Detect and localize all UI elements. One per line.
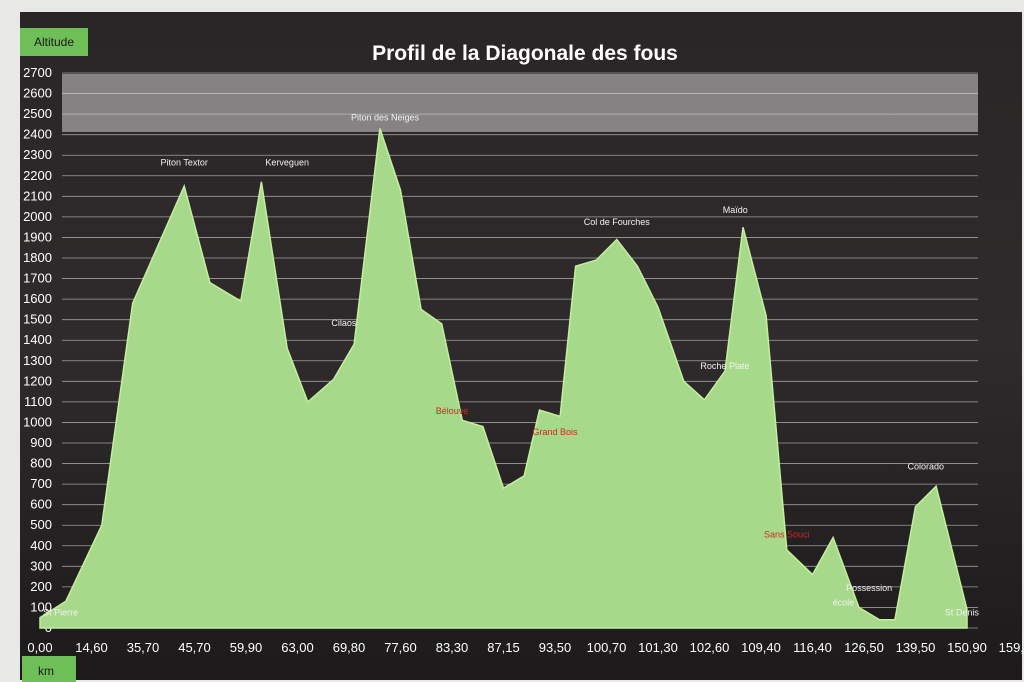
- upper-band: [62, 74, 978, 132]
- annotation-label: Possession: [846, 583, 892, 593]
- x-tick-label: 150,90: [947, 640, 987, 655]
- annotation-label: Grand Bois: [532, 427, 578, 437]
- x-tick-label: 109,40: [741, 640, 781, 655]
- annotation-label: Col de Fourches: [584, 217, 651, 227]
- x-tick-label: 59,90: [230, 640, 263, 655]
- y-tick-label: 2200: [23, 168, 52, 183]
- y-tick-label: 1900: [23, 229, 52, 244]
- y-tick-label: 2500: [23, 106, 52, 121]
- y-tick-label: 2400: [23, 127, 52, 142]
- y-tick-label: 1800: [23, 250, 52, 265]
- annotation-label: école: [833, 597, 855, 607]
- y-tick-label: 200: [30, 579, 52, 594]
- x-axis-ticks: 0,00 14,60 35,70 45,70 59,90 63,00 69,80 77,60 8…: [27, 640, 1024, 655]
- x-tick-label: 0,00: [27, 640, 52, 655]
- annotation-label: Piton des Neiges: [351, 112, 420, 122]
- x-tick-label: 159,60: [999, 640, 1024, 655]
- y-tick-label: 1000: [23, 414, 52, 429]
- x-axis-label: km: [38, 664, 54, 678]
- x-tick-label: 69,80: [333, 640, 366, 655]
- annotation-label: Roche Plate: [700, 361, 749, 371]
- y-tick-label: 2700: [23, 65, 52, 80]
- y-tick-label: 300: [30, 558, 52, 573]
- annotation-label: St Denis: [945, 608, 980, 618]
- y-tick-label: 700: [30, 476, 52, 491]
- y-tick-label: 1200: [23, 373, 52, 388]
- y-axis-label: Altitude: [34, 35, 74, 49]
- annotation-label: Maïdo: [723, 205, 748, 215]
- y-tick-label: 1600: [23, 291, 52, 306]
- y-tick-label: 900: [30, 435, 52, 450]
- x-tick-label: 116,40: [793, 640, 832, 655]
- y-tick-label: 2300: [23, 147, 52, 162]
- annotation-label: Kerveguen: [265, 158, 309, 168]
- elevation-area: [39, 128, 968, 629]
- chart-title: Profil de la Diagonale des fous: [372, 42, 678, 65]
- y-tick-label: 2000: [23, 209, 52, 224]
- y-tick-label: 1400: [23, 332, 52, 347]
- x-tick-label: 63,00: [281, 640, 314, 655]
- x-tick-label: 45,70: [178, 640, 211, 655]
- x-tick-label: 101,30: [638, 640, 678, 655]
- x-tick-label: 139,50: [896, 640, 936, 655]
- y-tick-label: 600: [30, 497, 52, 512]
- annotation-label: Piton Textor: [161, 158, 208, 168]
- x-tick-label: 35,70: [127, 640, 160, 655]
- annotation-label: Colorado: [908, 462, 945, 472]
- y-tick-label: 800: [30, 456, 52, 471]
- y-tick-label: 1300: [23, 353, 52, 368]
- y-axis-ticks: 0100200300400500600700800900100011001200…: [23, 65, 52, 635]
- annotation-label: Bélouve: [436, 406, 469, 416]
- y-tick-label: 500: [30, 517, 52, 532]
- x-tick-label: 126,50: [844, 640, 884, 655]
- x-tick-label: 77,60: [384, 640, 417, 655]
- annotation-label: Sans Souci: [764, 530, 810, 540]
- x-tick-label: 14,60: [75, 640, 108, 655]
- x-tick-label: 102,60: [690, 640, 730, 655]
- ylabel-badge: [20, 28, 88, 56]
- xlabel-badge: [22, 656, 76, 682]
- place-annotations: St Pierre Piton Textor Kerveguen Piton des …: [43, 112, 979, 617]
- x-tick-label: 100,70: [587, 640, 627, 655]
- y-tick-label: 1700: [23, 271, 52, 286]
- y-tick-label: 2100: [23, 188, 52, 203]
- y-tick-label: 100: [30, 599, 52, 614]
- y-tick-label: 400: [30, 538, 52, 553]
- y-tick-label: 1500: [23, 312, 52, 327]
- y-tick-label: 1100: [24, 394, 52, 409]
- y-tick-label: 2600: [23, 86, 52, 101]
- x-tick-label: 93,50: [539, 640, 572, 655]
- x-tick-label: 87,15: [487, 640, 520, 655]
- x-tick-label: 83,30: [436, 640, 469, 655]
- annotation-label: St Pierre: [43, 608, 78, 618]
- annotation-label: Cilaos: [331, 318, 357, 328]
